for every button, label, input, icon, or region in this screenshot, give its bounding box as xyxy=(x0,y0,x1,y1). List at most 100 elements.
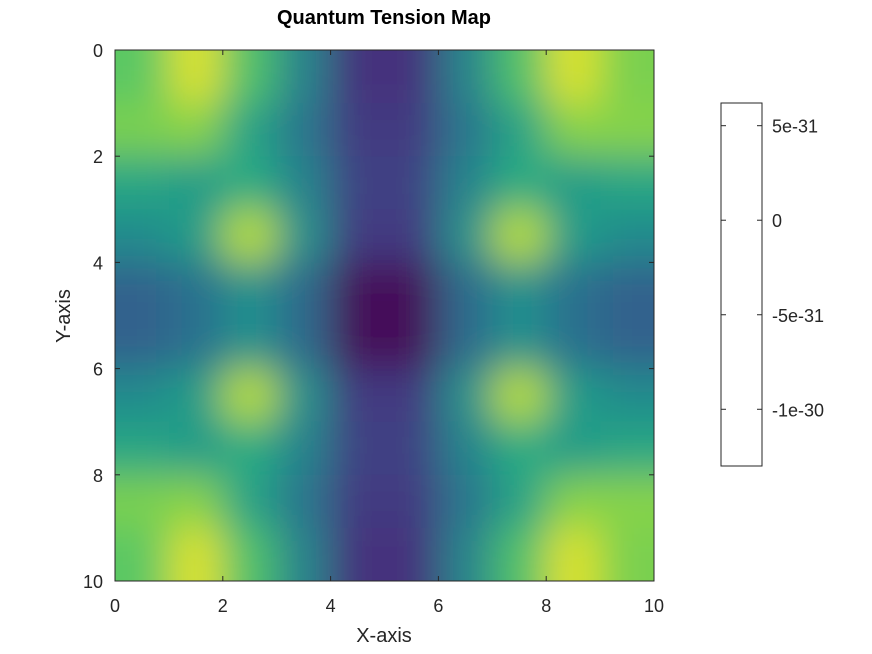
heatmap-cell xyxy=(384,527,439,581)
heatmap-cell xyxy=(546,156,601,210)
heatmap-cell xyxy=(276,209,332,263)
heatmap-cell xyxy=(438,421,493,476)
heatmap-cell xyxy=(600,474,654,529)
heatmap-cells xyxy=(115,50,654,581)
heatmap-cell xyxy=(276,368,332,423)
heatmap-cell xyxy=(438,262,493,316)
x-axis-label: X-axis xyxy=(356,625,412,647)
heatmap-cell xyxy=(330,156,385,210)
heatmap-cell xyxy=(222,156,278,210)
colorbar-axis: 5e-31 0 -5e-31 -1e-30 xyxy=(721,117,824,420)
heatmap-cell xyxy=(546,421,601,476)
colorbar-tick-label: -5e-31 xyxy=(772,306,824,326)
heatmap-cell xyxy=(115,368,170,423)
x-tick-label: 10 xyxy=(644,596,664,616)
y-tick-label: 6 xyxy=(93,360,103,380)
heatmap-cell xyxy=(330,421,385,476)
chart-title: Quantum Tension Map xyxy=(277,7,491,29)
heatmap-cell xyxy=(222,103,278,157)
heatmap-cell xyxy=(384,315,439,370)
heatmap-cell xyxy=(330,103,385,157)
heatmap-cell xyxy=(276,156,332,210)
heatmap-cell xyxy=(546,474,601,529)
heatmap-cell xyxy=(384,209,439,263)
heatmap-cell xyxy=(168,368,224,423)
heatmap-cell xyxy=(330,474,385,529)
heatmap-cell xyxy=(384,156,439,210)
heatmap-cell xyxy=(492,474,547,529)
heatmap-cell xyxy=(330,50,385,104)
heatmap-cell xyxy=(276,262,332,316)
heatmap-cell xyxy=(492,156,547,210)
heatmap-cell xyxy=(168,527,224,581)
heatmap-cell xyxy=(546,315,601,370)
colorbar xyxy=(720,102,763,467)
x-tick-label: 2 xyxy=(218,596,228,616)
heatmap-cell xyxy=(384,421,439,476)
heatmap-cell xyxy=(115,262,170,316)
heatmap-cell xyxy=(222,315,278,370)
heatmap-cell xyxy=(168,156,224,210)
heatmap-cell xyxy=(600,421,654,476)
heatmap-cell xyxy=(546,368,601,423)
heatmap-cell xyxy=(330,315,385,370)
heatmap-cell xyxy=(384,474,439,529)
heatmap-cell xyxy=(384,50,439,104)
heatmap-cell xyxy=(384,368,439,423)
heatmap-cell xyxy=(600,262,654,316)
heatmap-cell xyxy=(438,368,493,423)
heatmap-cell xyxy=(222,527,278,581)
heatmap-cell xyxy=(115,474,170,529)
heatmap-cell xyxy=(438,527,493,581)
heatmap-cell xyxy=(600,103,654,157)
heatmap-cell xyxy=(168,103,224,157)
heatmap-cell xyxy=(222,50,278,104)
heatmap-cell xyxy=(168,209,224,263)
y-axis-label: Y-axis xyxy=(53,289,75,343)
y-axis: 0 2 4 6 8 10 xyxy=(83,41,654,592)
x-tick-label: 0 xyxy=(110,596,120,616)
heatmap-cell xyxy=(168,421,224,476)
heatmap-cell xyxy=(222,368,278,423)
heatmap-cell xyxy=(222,209,278,263)
heatmap-cell xyxy=(546,209,601,263)
heatmap-cell xyxy=(492,50,547,104)
heatmap-cell xyxy=(600,50,654,104)
heatmap-cell xyxy=(115,156,170,210)
heatmap-cell xyxy=(600,209,654,263)
colorbar-tick-label: 0 xyxy=(772,211,782,231)
heatmap-cell xyxy=(168,474,224,529)
heatmap-cell xyxy=(384,262,439,316)
x-tick-label: 4 xyxy=(326,596,336,616)
heatmap-cell xyxy=(546,527,601,581)
heatmap-cell xyxy=(276,103,332,157)
colorbar-tick-label: 5e-31 xyxy=(772,117,818,137)
x-axis: 0 2 4 6 8 10 xyxy=(110,50,664,616)
heatmap-cell xyxy=(492,315,547,370)
heatmap-cell xyxy=(276,315,332,370)
heatmap-cell xyxy=(600,527,654,581)
heatmap-cell xyxy=(384,103,439,157)
heatmap-cell xyxy=(438,156,493,210)
heatmap-cell xyxy=(492,262,547,316)
heatmap-cell xyxy=(115,421,170,476)
heatmap-cell xyxy=(492,527,547,581)
heatmap-cell xyxy=(276,474,332,529)
heatmap-cell xyxy=(276,50,332,104)
heatmap-cell xyxy=(330,209,385,263)
heatmap-cell xyxy=(492,368,547,423)
colorbar-tick-label: -1e-30 xyxy=(772,400,824,420)
heatmap-cell xyxy=(222,474,278,529)
y-tick-label: 8 xyxy=(93,466,103,486)
y-tick-label: 4 xyxy=(93,253,103,273)
y-tick-label: 0 xyxy=(93,41,103,61)
x-tick-label: 8 xyxy=(541,596,551,616)
heatmap-cell xyxy=(115,527,170,581)
heatmap-cell xyxy=(438,315,493,370)
heatmap-cell xyxy=(546,50,601,104)
heatmap-cell xyxy=(168,262,224,316)
heatmap-cell xyxy=(546,262,601,316)
heatmap-cell xyxy=(600,156,654,210)
heatmap-cell xyxy=(492,209,547,263)
